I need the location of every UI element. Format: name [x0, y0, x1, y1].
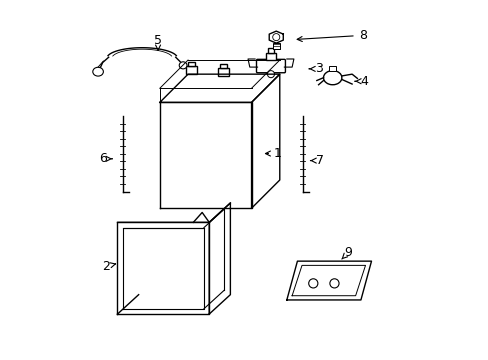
Text: 3: 3 [308, 62, 322, 75]
FancyBboxPatch shape [256, 59, 285, 73]
Bar [328, 66, 336, 71]
Bar [272, 43, 279, 49]
Text: 9: 9 [341, 246, 352, 259]
Bar [218, 68, 228, 76]
Circle shape [308, 279, 317, 288]
Bar [186, 66, 197, 74]
Text: 7: 7 [310, 154, 324, 167]
Circle shape [272, 33, 279, 41]
Bar [267, 48, 274, 53]
Ellipse shape [93, 67, 103, 76]
Text: 1: 1 [265, 147, 282, 160]
Text: 4: 4 [354, 75, 367, 88]
Circle shape [329, 279, 338, 288]
Text: 6: 6 [99, 152, 112, 165]
Text: 8: 8 [297, 29, 366, 42]
Ellipse shape [179, 62, 186, 69]
Text: 2: 2 [102, 260, 115, 273]
Bar [219, 64, 226, 68]
Text: 5: 5 [154, 34, 162, 50]
Bar [188, 62, 195, 66]
Circle shape [267, 71, 274, 78]
Bar [265, 53, 275, 60]
